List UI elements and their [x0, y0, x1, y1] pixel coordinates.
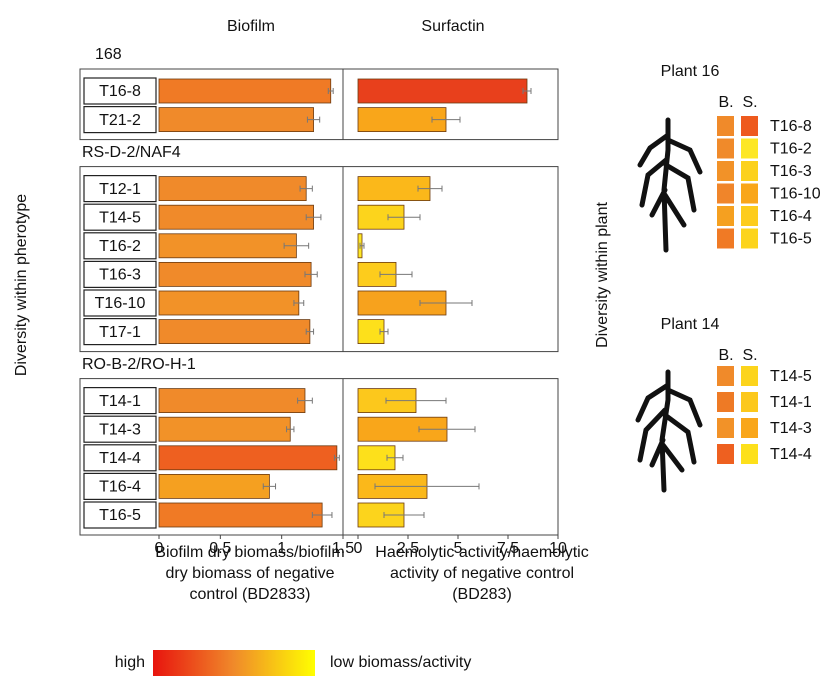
x-axis-label: Biofilm dry biomass/biofilm [155, 544, 344, 561]
category-label: T12-1 [99, 181, 141, 198]
surfactin-cell [741, 139, 758, 159]
strain-label: T16-2 [770, 141, 812, 158]
category-label: T14-3 [99, 421, 141, 438]
surfactin-cell [741, 206, 758, 226]
column-header: S. [742, 347, 757, 364]
surfactin-cell [741, 116, 758, 136]
strain-label: T14-5 [770, 368, 812, 385]
group-label: 168 [95, 46, 122, 63]
x-tick-label: 0 [354, 540, 363, 557]
category-label: T21-2 [99, 112, 141, 129]
surfactin-cell [741, 418, 758, 438]
category-label: T14-4 [99, 450, 141, 467]
category-label: T16-4 [99, 479, 141, 496]
scale-high-label: high [115, 654, 145, 671]
bar [159, 503, 322, 527]
strain-label: T16-3 [770, 163, 812, 180]
biofilm-cell [717, 206, 734, 226]
x-axis-label: activity of negative control [390, 565, 574, 582]
strain-label: T14-4 [770, 446, 812, 463]
panel-title: Biofilm [227, 18, 275, 35]
strain-label: T14-1 [770, 394, 812, 411]
x-axis-label: dry biomass of negative [166, 565, 335, 582]
category-label: T16-3 [99, 267, 141, 284]
bar [159, 205, 314, 229]
plant-title: Plant 14 [661, 316, 720, 333]
group-label: RO-B-2/RO-H-1 [82, 356, 196, 373]
panel-title: Surfactin [421, 18, 484, 35]
category-label: T16-5 [99, 507, 141, 524]
strain-label: T16-8 [770, 118, 812, 135]
plant-title: Plant 16 [661, 63, 720, 80]
surfactin-cell [741, 366, 758, 386]
category-label: T16-10 [95, 295, 146, 312]
bar [159, 177, 306, 201]
biofilm-cell [717, 229, 734, 249]
strain-label: T16-4 [770, 208, 812, 225]
biofilm-cell [717, 161, 734, 181]
bar [159, 79, 331, 103]
strain-label: T16-5 [770, 231, 812, 248]
bar [159, 234, 296, 258]
category-label: T14-1 [99, 393, 141, 410]
surfactin-cell [741, 161, 758, 181]
biofilm-cell [717, 366, 734, 386]
category-label: T16-8 [99, 83, 141, 100]
biofilm-cell [717, 392, 734, 412]
y-axis-label: Diversity within pherotype [13, 194, 30, 376]
column-header: B. [718, 94, 733, 111]
root-silhouettes [638, 120, 700, 490]
group-label: RS-D-2/NAF4 [82, 144, 181, 161]
biofilm-cell [717, 139, 734, 159]
strain-label: T16-10 [770, 186, 821, 203]
column-header: S. [742, 94, 757, 111]
bar [159, 108, 314, 132]
root-plant-14 [638, 372, 700, 490]
strain-label: T14-3 [770, 420, 812, 437]
x-axis-label: Haemolytic activity/haemolytic [375, 544, 588, 561]
color-scale-bar [153, 650, 315, 676]
bar [358, 79, 527, 103]
surfactin-cell [741, 184, 758, 204]
surfactin-cell [741, 444, 758, 464]
surfactin-cell [741, 392, 758, 412]
column-header: B. [718, 347, 733, 364]
plant-axis-label: Diversity within plant [594, 202, 611, 348]
bar [159, 262, 311, 286]
bar [159, 389, 305, 413]
surfactin-cell [741, 229, 758, 249]
x-axis-label: control (BD2833) [190, 586, 311, 603]
bar [159, 446, 337, 470]
biofilm-cell [717, 184, 734, 204]
root-plant-16 [640, 120, 700, 250]
biofilm-cell [717, 116, 734, 136]
bar [159, 320, 310, 344]
biofilm-cell [717, 418, 734, 438]
category-label: T17-1 [99, 324, 141, 341]
bar [159, 474, 269, 498]
bar [159, 291, 299, 315]
figure: 168 RS-D-2/NAF4 RO-B-2/RO-H-1 T16-8 T21-2 T12… [0, 0, 836, 679]
x-axis-label: (BD283) [452, 586, 512, 603]
category-label: T14-5 [99, 209, 141, 226]
bar [159, 417, 290, 441]
biofilm-cell [717, 444, 734, 464]
scale-low-label: low biomass/activity [330, 654, 471, 671]
category-label: T16-2 [99, 238, 141, 255]
